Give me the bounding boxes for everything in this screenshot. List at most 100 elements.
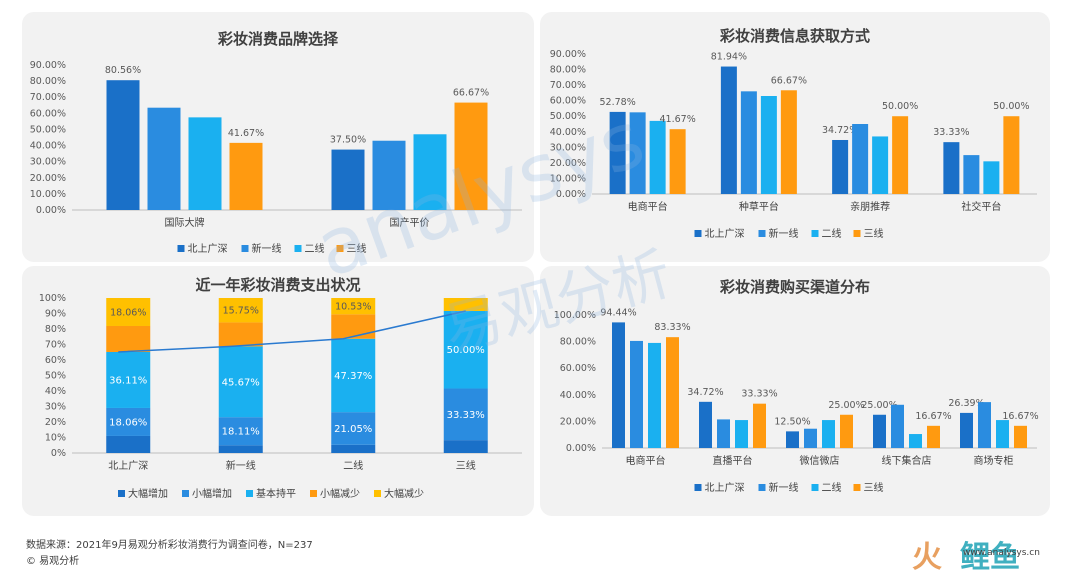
legend-label: 二线 [822,227,842,240]
data-label: 81.94% [711,52,747,63]
y-tick-label: 0.00% [556,189,586,200]
bar [891,404,904,448]
logo-mark: 火 [912,540,942,575]
bar [909,434,922,448]
bar [331,149,365,210]
y-tick-label: 20.00% [550,158,586,169]
x-category-label: 国产平价 [390,216,430,229]
bar [372,140,406,210]
y-tick-label: 30.00% [550,142,586,153]
data-label: 94.44% [600,307,636,318]
x-category-label: 二线 [343,459,363,472]
data-label: 18.06% [110,307,146,318]
logo-text: 鲤鱼 [960,540,1020,575]
bar [666,337,679,448]
x-category-label: 微信微店 [800,454,840,467]
x-category-label: 国际大牌 [165,216,205,229]
bar [804,428,817,448]
legend-label: 新一线 [769,227,799,240]
stacked-bar-segment [443,388,488,441]
legend-swatch [246,490,253,497]
chart-brand-choice: 彩妆消费品牌选择 0.00% 10.00% 20.00% 30.00% 40.00% 50.… [30,30,522,255]
panel-brand-choice: 彩妆消费品牌选择 0.00% 10.00% 20.00% 30.00% 40.00% 50.… [22,12,534,262]
data-label: 12.50% [774,416,810,427]
stacked-bar-segment [218,417,263,446]
y-tick-label: 10.00% [550,173,586,184]
legend-label: 小幅增加 [192,487,232,500]
chart-title: 彩妆消费品牌选择 [217,30,339,48]
stacked-bar-segment [331,412,376,445]
legend-swatch [374,490,381,497]
data-source: 数据来源：2021年9月易观分析彩妆消费行为调查问卷，N=237 [26,540,313,551]
data-label: 34.72% [687,387,723,398]
y-tick-label: 30.00% [30,157,66,168]
legend-swatch [853,484,861,491]
bar [630,340,643,448]
x-category-label: 三线 [456,459,476,472]
legend-label: 三线 [864,481,884,494]
bar [1014,425,1027,448]
stacked-bar-segment [218,346,263,418]
x-category-label: 线下集合店 [882,454,932,467]
legend-label: 三线 [347,242,367,255]
bar [720,66,737,194]
stacked-bar-segment [331,298,376,315]
bar [822,420,835,448]
y-tick-label: 0.00% [36,205,66,216]
data-label: 10.53% [335,302,371,313]
chart-title: 彩妆消费购买渠道分布 [719,278,870,296]
legend-swatch [811,484,819,491]
chart-title: 近一年彩妆消费支出状况 [195,276,360,294]
legend-label: 二线 [822,481,842,494]
chart-title: 彩妆消费信息获取方式 [719,27,870,45]
bar [413,134,447,210]
stacked-bar-segment [218,322,263,347]
y-tick-label: 10.00% [30,189,66,200]
y-tick-label: 80% [45,324,66,335]
data-label: 16.67% [915,411,951,422]
y-tick-label: 90.00% [550,49,586,60]
bar [780,90,797,194]
legend-swatch [811,230,819,237]
x-category-label: 新一线 [226,459,256,472]
stacked-bar-segment [106,325,151,352]
panel-info-channel: 彩妆消费信息获取方式 0.00% 10.00% 20.00% 30.00% 40.00% 5… [540,12,1050,262]
copyright: © 易观分析 [26,556,80,567]
bar [927,425,940,448]
x-category-label: 商场专柜 [974,454,1014,467]
bar [612,322,625,448]
legend-swatch [118,490,125,497]
y-tick-label: 70.00% [30,92,66,103]
y-tick-label: 40.00% [560,390,596,401]
bar [649,120,666,194]
legend-swatch [182,490,189,497]
legend-label: 北上广深 [705,228,745,240]
data-label: 37.50% [330,135,366,146]
y-tick-label: 70% [45,340,66,351]
stacked-bar-segment [331,444,376,453]
legend-label: 新一线 [769,481,799,494]
legend-label: 北上广深 [705,482,745,494]
data-label: 34.72% [822,125,858,136]
stacked-bar-segment [106,298,151,326]
x-category-label: 直播平台 [713,454,753,467]
y-tick-label: 90.00% [30,60,66,71]
y-tick-label: 20% [45,417,66,428]
stacked-bar-segment [218,298,263,323]
y-tick-label: 60% [45,355,66,366]
y-tick-label: 20.00% [30,173,66,184]
chart-purchase-channel: 彩妆消费购买渠道分布 0.00% 20.00% 40.00% 60.00% 80.00% 1… [554,278,1039,494]
panel-spending-status: 近一年彩妆消费支出状况 0% 10% 20% 30% 40% 50% 60% 70% 80% 90%… [22,266,534,516]
legend-label: 小幅减少 [320,487,360,500]
x-category-label: 种草平台 [739,200,779,213]
y-tick-label: 90% [45,309,66,320]
y-tick-label: 100% [39,293,66,304]
y-tick-label: 50% [45,371,66,382]
y-tick-label: 40% [45,386,66,397]
y-tick-label: 60.00% [30,108,66,119]
x-category-label: 电商平台 [626,454,666,467]
legend-label: 新一线 [252,242,282,255]
bar [892,116,909,194]
bar [147,107,181,210]
stacked-bar-segment [443,440,488,453]
